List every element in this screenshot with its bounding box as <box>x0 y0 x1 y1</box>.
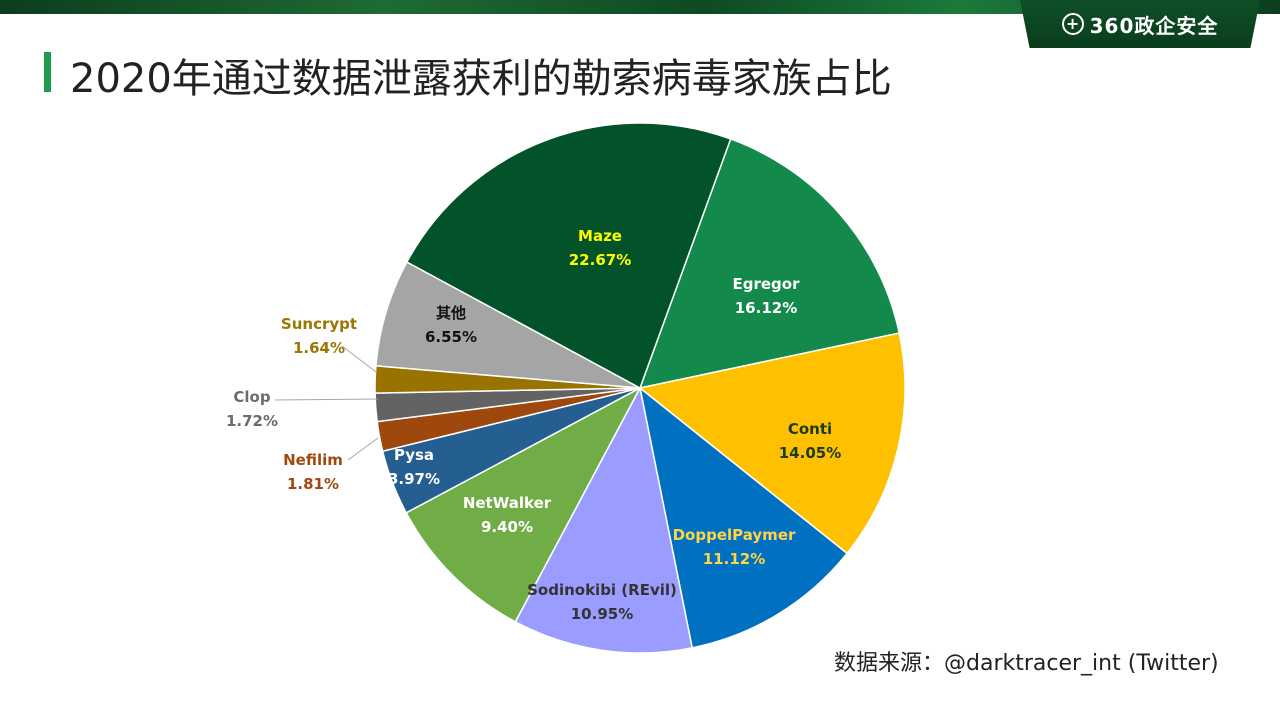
slice-label-doppelpaymer: DoppelPaymer <box>673 526 796 544</box>
slice-label-nefilim: Nefilim <box>283 451 343 469</box>
slice-label-netwalker: NetWalker <box>463 494 552 512</box>
leader-line-suncrypt <box>341 345 377 373</box>
slice-value-netwalker: 9.40% <box>481 518 533 536</box>
slice-label-maze: Maze <box>578 227 622 245</box>
slice-label-clop: Clop <box>233 388 270 406</box>
pie-slice-doppelpaymer <box>638 386 849 649</box>
pie-slice-egregor <box>638 138 901 390</box>
title-accent-bar <box>44 52 51 92</box>
slice-value-other: 6.55% <box>425 328 477 346</box>
pie-slice-netwalker <box>405 386 642 623</box>
slice-value-conti: 14.05% <box>779 444 841 462</box>
slice-value-sodinokibi-revil: 10.95% <box>571 605 633 623</box>
page-title: 2020年通过数据泄露获利的勒索病毒家族占比 <box>70 56 892 102</box>
pie-slice-maze <box>405 122 732 390</box>
slice-value-doppelpaymer: 11.12% <box>703 550 765 568</box>
source-note: 数据来源：@darktracer_int (Twitter) <box>834 651 1219 676</box>
slice-value-clop: 1.72% <box>226 412 278 430</box>
slice-label-other: 其他 <box>436 304 466 322</box>
pie-slice-conti <box>638 332 906 555</box>
slice-label-egregor: Egregor <box>733 275 801 293</box>
slice-value-maze: 22.67% <box>569 251 631 269</box>
slice-value-nefilim: 1.81% <box>287 475 339 493</box>
slice-value-pysa: 3.97% <box>388 470 440 488</box>
360-logo-icon: + <box>1061 13 1084 35</box>
slice-label-conti: Conti <box>788 420 832 438</box>
slice-value-egregor: 16.12% <box>735 299 797 317</box>
slice-value-suncrypt: 1.64% <box>293 339 345 357</box>
brand-logo: + 360政企安全 <box>1020 0 1260 48</box>
leader-line-nefilim <box>347 437 379 461</box>
pie-slice-sodinokibi-revil <box>514 385 694 654</box>
slice-label-pysa: Pysa <box>394 446 434 464</box>
pie-slice-other <box>375 260 641 389</box>
brand-name: 360政企安全 <box>1089 13 1219 38</box>
leader-line-clop <box>274 398 379 401</box>
top-decorative-bar <box>0 0 1280 14</box>
slice-label-suncrypt: Suncrypt <box>281 315 357 333</box>
slice-label-sodinokibi-revil: Sodinokibi (REvil) <box>527 581 677 599</box>
